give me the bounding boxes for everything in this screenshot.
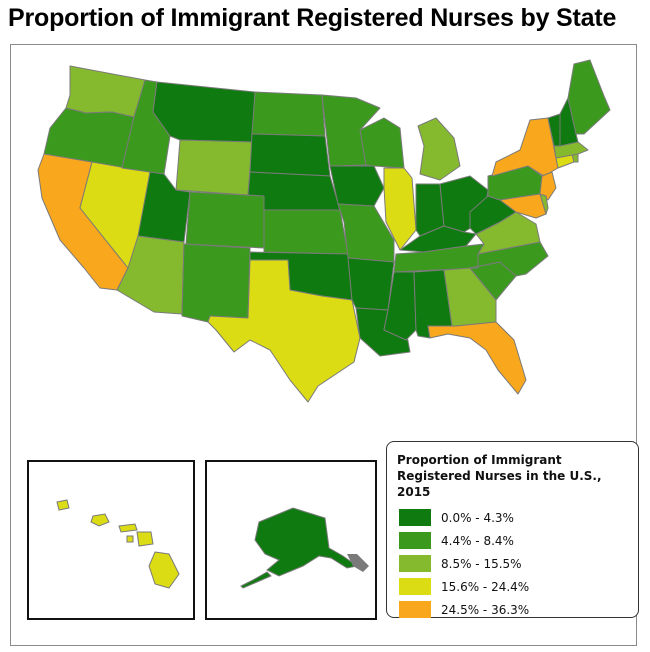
legend-swatch [399,578,431,595]
state-md [499,193,547,219]
hawaii-island-molokai [118,523,138,533]
hawaii-map [56,499,180,589]
state-ks [263,209,349,255]
hawaii-island-big [148,551,180,589]
map-title: Proportion of Immigrant Registered Nurse… [8,4,617,32]
state-fl [427,321,527,395]
alaska-aleutians [240,571,272,589]
state-nd [251,91,326,137]
state-wa [65,65,146,118]
canada-edge [347,554,369,572]
legend-swatch [399,532,431,549]
legend-label: 15.6% - 24.4% [441,579,530,594]
alaska-map [240,507,369,589]
legend-item: 4.4% - 8.4% [399,531,628,550]
state-az [116,235,185,315]
state-ia [329,165,385,207]
legend-label: 8.5% - 15.5% [441,556,522,571]
legend-item: 24.5% - 36.3% [399,600,628,619]
state-nm [181,243,251,323]
state-mi [417,117,461,181]
legend-item: 8.5% - 15.5% [399,554,628,573]
state-nj [539,171,557,201]
hawaii-island-lanai [126,535,134,543]
state-de [539,193,549,215]
state-wy [175,139,253,196]
state-il [383,167,417,251]
hawaii-island-maui [136,531,154,547]
legend-label: 4.4% - 8.4% [441,533,514,548]
state-ny [491,117,559,177]
state-mt [152,81,256,143]
state-nh [559,97,579,147]
hawaii-island-oahu [90,513,110,527]
legend-label: 0.0% - 4.3% [441,510,514,525]
legend-label: 24.5% - 36.3% [441,602,530,617]
alaska-inset [205,460,377,620]
hawaii-island-kauai [56,499,70,511]
legend-swatch [399,601,431,618]
state-ar [347,257,395,311]
legend-item: 0.0% - 4.3% [399,508,628,527]
map-frame [10,44,637,646]
legend-swatch [399,509,431,526]
legend-title: Proportion of Immigrant Registered Nurse… [397,453,602,499]
legend-swatch [399,555,431,572]
hawaii-inset [27,460,195,620]
state-sd [249,133,331,177]
state-nc [469,241,549,277]
alaska-mainland [254,507,359,577]
state-co [185,191,265,249]
state-tx [207,259,361,403]
legend-item: 15.6% - 24.4% [399,577,628,596]
state-wi [359,117,405,169]
legend: Proportion of Immigrant Registered Nurse… [386,441,639,618]
state-me [567,59,611,135]
